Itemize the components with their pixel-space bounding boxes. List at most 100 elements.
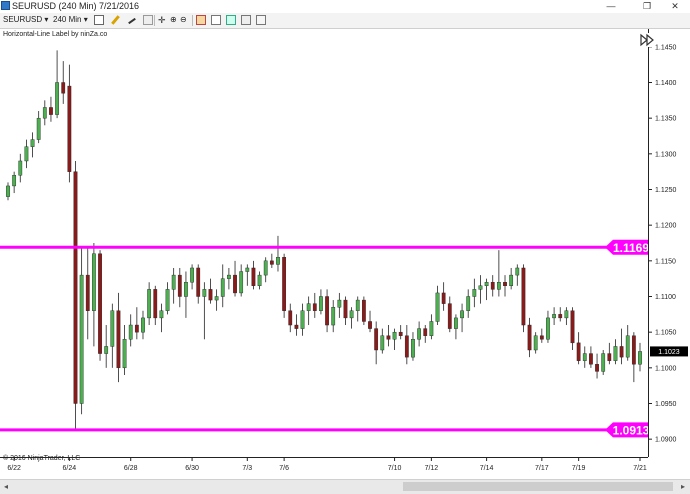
pencil-icon[interactable] bbox=[111, 15, 120, 25]
y-tick-label: 1.1250 bbox=[655, 187, 677, 194]
candle-body bbox=[539, 335, 544, 340]
candle-body bbox=[312, 303, 317, 311]
crosshair-icon[interactable]: ✛ bbox=[158, 15, 166, 25]
candle-body bbox=[12, 175, 17, 187]
candle-body bbox=[49, 107, 53, 115]
candle-body bbox=[55, 82, 59, 115]
horizontal-scrollbar[interactable]: ◂ ▸ bbox=[0, 479, 690, 494]
hide-drawings-icon[interactable] bbox=[143, 15, 153, 25]
indicators-icon[interactable] bbox=[226, 15, 236, 25]
candle-body bbox=[417, 328, 421, 340]
candle-body bbox=[454, 317, 458, 329]
candle-body bbox=[521, 267, 526, 326]
bar-style-icon[interactable] bbox=[94, 15, 104, 25]
price-label-text: 1.0913 bbox=[613, 423, 650, 437]
scroll-right-icon[interactable]: ▸ bbox=[680, 482, 685, 491]
candle-body bbox=[631, 335, 636, 365]
y-tick-label: 1.1100 bbox=[655, 294, 676, 301]
candle-body bbox=[190, 267, 194, 283]
candle-body bbox=[589, 353, 593, 365]
candle-body bbox=[496, 282, 501, 290]
price-label-tag bbox=[605, 422, 648, 438]
y-tick-label: 1.0950 bbox=[655, 401, 677, 408]
candle-body bbox=[67, 85, 72, 172]
y-tick-label: 1.1050 bbox=[655, 330, 677, 337]
candle-body bbox=[269, 260, 274, 265]
properties-icon[interactable] bbox=[196, 15, 206, 25]
candle-body bbox=[484, 282, 489, 287]
candle-body bbox=[122, 339, 127, 369]
candle-body bbox=[116, 310, 121, 369]
window-titlebar: SEURUSD (240 Min) 7/21/2016 — ❐ ✕ bbox=[0, 0, 690, 13]
price-chart[interactable]: 1.1169 1.0913 1.1450 1.1400 1.1350 1.1300 1.1… bbox=[0, 29, 690, 479]
candle-body bbox=[214, 296, 219, 301]
candle-body bbox=[92, 253, 96, 311]
last-price-marker bbox=[650, 346, 688, 357]
candle-body bbox=[245, 267, 250, 272]
minimize-button[interactable]: — bbox=[606, 1, 616, 11]
instrument-selector[interactable]: SEURUSD ▾ bbox=[3, 14, 48, 26]
candle-body bbox=[595, 364, 599, 372]
zoom-in-icon[interactable]: ⊕ bbox=[170, 15, 177, 24]
candle-body bbox=[73, 171, 78, 404]
strategies-icon[interactable] bbox=[211, 15, 221, 25]
candle-body bbox=[61, 82, 66, 94]
interval-selector[interactable]: 240 Min ▾ bbox=[53, 14, 88, 26]
y-tick-label: 1.1000 bbox=[655, 365, 677, 372]
candle-body bbox=[202, 289, 207, 297]
candle-body bbox=[533, 335, 538, 351]
candle-body bbox=[319, 296, 323, 311]
candle-body bbox=[30, 139, 35, 147]
x-tick-label: 6/28 bbox=[124, 465, 138, 472]
candle-body bbox=[331, 307, 336, 326]
candle-body bbox=[18, 160, 23, 176]
candle-body bbox=[36, 117, 41, 140]
data-box-icon[interactable] bbox=[256, 15, 266, 25]
window-title: SEURUSD (240 Min) 7/21/2016 bbox=[12, 1, 140, 11]
candle-body bbox=[490, 282, 495, 290]
candle-body bbox=[276, 257, 280, 265]
instrument-label: SEURUSD bbox=[3, 15, 43, 24]
candle-body bbox=[423, 328, 428, 336]
candle-body bbox=[460, 310, 464, 319]
candle-body bbox=[251, 267, 256, 286]
candle-body bbox=[337, 299, 342, 308]
close-button[interactable]: ✕ bbox=[671, 1, 679, 11]
candle-body bbox=[184, 282, 188, 297]
candle-body bbox=[239, 271, 244, 294]
drawing-tools-icon[interactable] bbox=[128, 17, 136, 25]
candle-body bbox=[478, 285, 483, 290]
candle-body bbox=[98, 253, 102, 354]
scrollbar-thumb[interactable] bbox=[403, 482, 673, 491]
candle-body bbox=[147, 289, 152, 319]
y-tick-label: 1.1300 bbox=[655, 151, 677, 158]
restore-button[interactable]: ❐ bbox=[642, 1, 652, 11]
candle-body bbox=[368, 321, 372, 329]
candle-body bbox=[380, 335, 385, 351]
collapse-panel-icon[interactable] bbox=[639, 33, 654, 47]
candle-body bbox=[576, 342, 581, 361]
x-tick-label: 7/6 bbox=[279, 465, 289, 472]
y-tick-label: 1.0900 bbox=[655, 437, 677, 444]
candle-body bbox=[466, 296, 471, 311]
chart-trader-icon[interactable] bbox=[241, 15, 251, 25]
candle-body bbox=[220, 278, 225, 297]
y-tick-label: 1.1350 bbox=[655, 116, 677, 123]
x-tick-label: 7/21 bbox=[633, 465, 647, 472]
y-tick-label: 1.1150 bbox=[655, 258, 676, 265]
price-label-tag bbox=[605, 239, 648, 255]
candle-body bbox=[85, 274, 90, 311]
candle-body bbox=[171, 274, 176, 290]
candle-body bbox=[441, 292, 446, 304]
candle-body bbox=[79, 274, 84, 404]
chart-toolbar: SEURUSD ▾ 240 Min ▾ ✛ ⊕ ⊖ bbox=[0, 13, 690, 29]
copyright-text: © 2016 NinjaTrader, LLC bbox=[3, 455, 81, 462]
zoom-out-icon[interactable]: ⊖ bbox=[180, 15, 187, 24]
candle-body bbox=[165, 289, 170, 311]
candle-body bbox=[282, 257, 287, 311]
candle-body bbox=[233, 274, 237, 294]
candle-body bbox=[509, 274, 514, 287]
price-label-text: 1.1169 bbox=[613, 241, 649, 255]
scroll-left-icon[interactable]: ◂ bbox=[3, 482, 8, 491]
candle-body bbox=[208, 289, 213, 301]
